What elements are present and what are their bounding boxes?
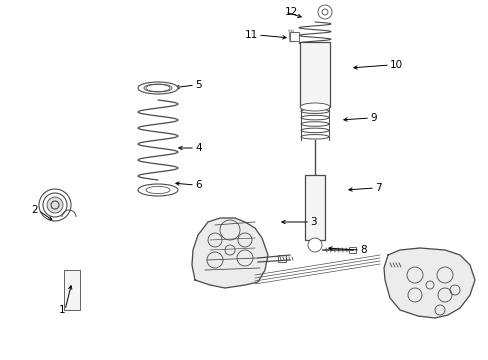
Text: 4: 4 bbox=[195, 143, 201, 153]
Ellipse shape bbox=[138, 184, 178, 196]
Polygon shape bbox=[192, 218, 267, 288]
Text: 11: 11 bbox=[244, 30, 258, 40]
Bar bbox=[305, 175, 325, 240]
Text: 5: 5 bbox=[195, 80, 201, 90]
Bar bbox=[278, 255, 285, 262]
Text: 3: 3 bbox=[309, 217, 316, 227]
Polygon shape bbox=[383, 248, 474, 318]
Ellipse shape bbox=[146, 186, 170, 194]
Bar bbox=[64, 270, 80, 310]
Text: 9: 9 bbox=[369, 113, 376, 123]
Ellipse shape bbox=[146, 84, 170, 91]
Text: 7: 7 bbox=[374, 183, 381, 193]
Text: 6: 6 bbox=[195, 180, 201, 190]
Bar bbox=[348, 247, 355, 253]
Text: 2: 2 bbox=[31, 205, 38, 215]
Text: 1: 1 bbox=[58, 305, 65, 315]
Circle shape bbox=[317, 5, 331, 19]
Ellipse shape bbox=[299, 103, 329, 111]
Bar bbox=[299, 42, 329, 107]
Bar bbox=[289, 32, 298, 41]
Text: 10: 10 bbox=[389, 60, 402, 70]
Ellipse shape bbox=[138, 82, 178, 94]
Text: 8: 8 bbox=[359, 245, 366, 255]
Circle shape bbox=[47, 197, 63, 213]
Text: 12: 12 bbox=[285, 7, 298, 17]
Circle shape bbox=[307, 238, 321, 252]
